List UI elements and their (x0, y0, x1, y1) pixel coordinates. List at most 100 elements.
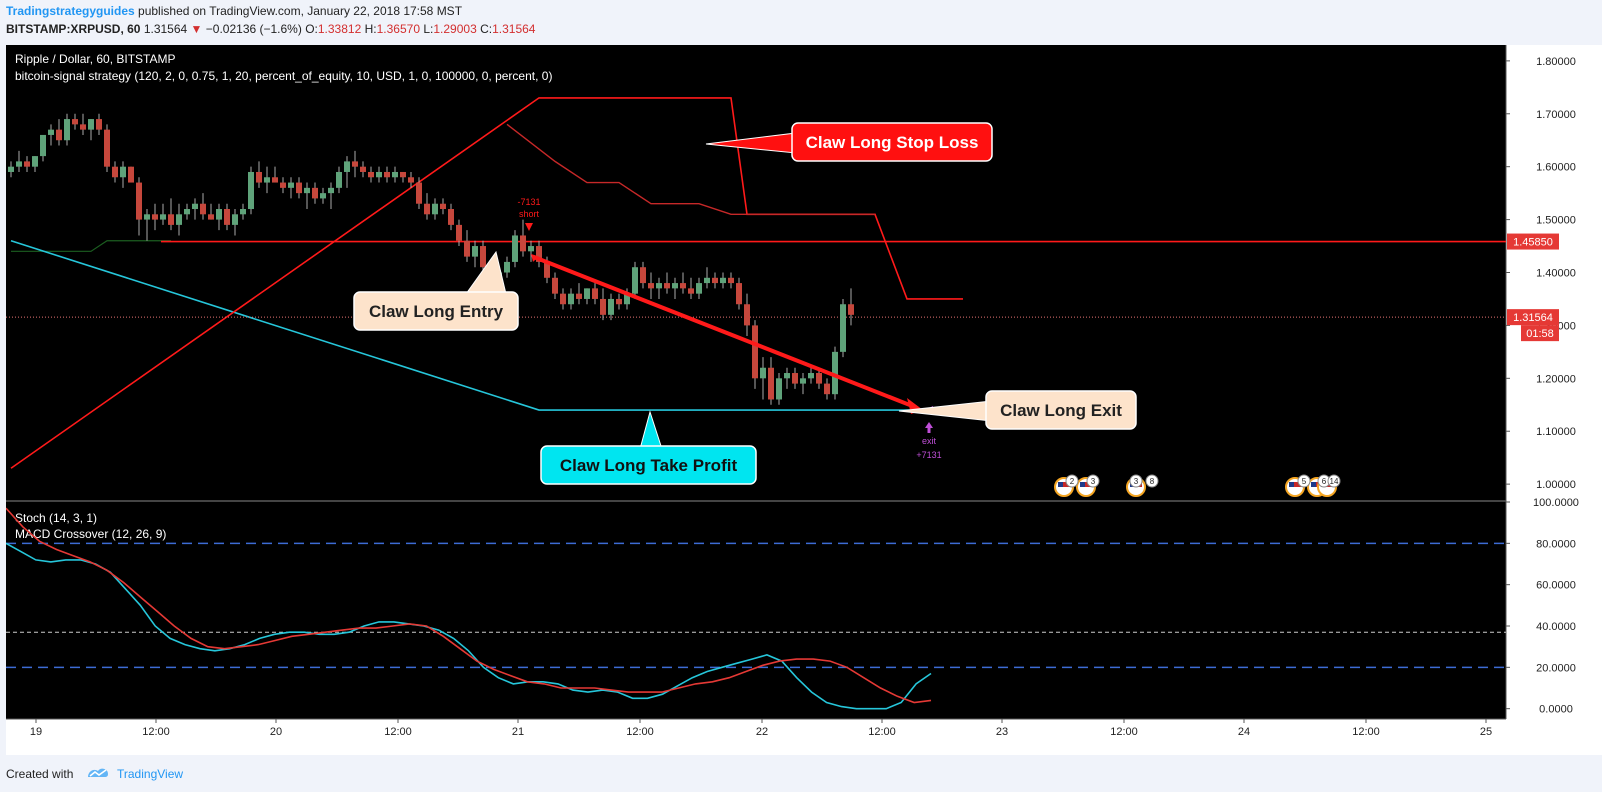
candle-body (448, 209, 454, 225)
candle-body (736, 283, 742, 305)
price-tick-label: 1.60000 (1536, 162, 1576, 174)
candle-body (512, 235, 518, 262)
candle-body (472, 246, 478, 257)
price-tick-label: 1.00000 (1536, 479, 1576, 491)
publish-line: Tradingstrategyguides published on Tradi… (6, 4, 462, 18)
author-link[interactable]: Tradingstrategyguides (6, 4, 135, 18)
candle-body (88, 119, 94, 130)
chart-subtitle: bitcoin-signal strategy (120, 2, 0, 0.75… (15, 69, 552, 83)
open-label: O: (305, 22, 318, 36)
candle-body (680, 283, 686, 289)
stop-loss-callout-box (791, 122, 993, 162)
chart-canvas[interactable]: 1.800001.700001.600001.500001.400001.300… (6, 45, 1602, 755)
candle-body (256, 171, 262, 183)
candle-body (216, 209, 222, 220)
candle-body (560, 293, 566, 305)
candle-body (656, 283, 662, 289)
chart-area[interactable]: 1.800001.700001.600001.500001.400001.300… (6, 45, 1602, 755)
candle-body (16, 161, 22, 167)
candle-body (608, 298, 614, 315)
close-value: 1.31564 (492, 22, 536, 36)
candle-body (816, 373, 822, 384)
candle-body (624, 293, 630, 305)
candle-body (600, 298, 606, 315)
time-tick-label: 23 (996, 726, 1008, 738)
candle-body (664, 283, 670, 289)
take-profit-line (10, 239, 931, 411)
candle-body (40, 134, 46, 157)
flag-stripe-icon (1058, 482, 1070, 487)
candle-body (136, 182, 142, 220)
flag-canton-icon (1289, 482, 1294, 487)
candle-body (592, 288, 598, 299)
candle-body (400, 171, 406, 178)
footer: Created with TradingView (0, 756, 1602, 792)
candle-body (848, 304, 854, 315)
price-tick-label: 1.40000 (1536, 268, 1576, 280)
candle-body (616, 298, 622, 305)
candle-body (672, 283, 678, 289)
flag-stripe-icon (1311, 482, 1323, 487)
price-tick-label: 1.50000 (1536, 215, 1576, 227)
event-count-badge (1145, 474, 1159, 488)
candle-body (72, 119, 78, 125)
candle-body (800, 378, 806, 384)
created-with-label: Created with (6, 767, 74, 781)
candle-body (200, 203, 206, 215)
entry-marker-qty: -7131 (517, 197, 540, 207)
osc-tick-label: 60.0000 (1536, 580, 1576, 592)
exit-marker-pnl: +7131 (916, 450, 941, 460)
candle-body (752, 325, 758, 379)
exit-callout-box (985, 390, 1137, 430)
candle-body (296, 182, 302, 194)
entry-callout-box (353, 291, 519, 331)
candle-body (392, 171, 398, 178)
chart-header: Tradingstrategyguides published on Tradi… (0, 0, 1602, 46)
candle-body (536, 246, 542, 262)
event-count-label: 3 (1134, 477, 1139, 486)
candle-body (336, 171, 342, 188)
event-count-badge (1297, 474, 1311, 488)
candle-body (328, 187, 334, 194)
time-tick-label: 20 (270, 726, 282, 738)
high-value: 1.36570 (376, 22, 420, 36)
candle-body (264, 177, 270, 183)
tradingview-link[interactable]: TradingView (117, 767, 184, 781)
osc-tick-label: 0.0000 (1539, 704, 1573, 716)
symbol-line: BITSTAMP:XRPUSD, 60 1.31564 ▼ −0.02136 (… (6, 22, 535, 36)
candle-body (632, 267, 638, 294)
candle-body (360, 166, 366, 172)
price-tick-label: 1.70000 (1536, 109, 1576, 121)
candle-body (712, 277, 718, 284)
green-indicator-line (11, 240, 171, 252)
candle-body (144, 214, 150, 220)
candle-body (32, 156, 38, 167)
trailing-stop-line (506, 123, 875, 216)
candle-body (704, 277, 710, 284)
candle-body (320, 193, 326, 199)
event-count-label: 14 (1330, 477, 1339, 486)
entry-marker-label: short (519, 209, 540, 219)
publish-info: published on TradingView.com, January 22… (134, 4, 463, 18)
candle-body (384, 171, 390, 178)
candle-body (96, 119, 102, 130)
time-tick-label: 12:00 (626, 726, 654, 738)
event-count-badge (1086, 474, 1100, 488)
candle-body (376, 171, 382, 178)
candle-body (520, 235, 526, 252)
candle-body (168, 214, 174, 225)
countdown-tag (1521, 325, 1559, 342)
candle-body (176, 214, 182, 225)
osc-tick-label: 100.0000 (1533, 497, 1579, 509)
candle-body (344, 161, 350, 172)
event-count-badge (1327, 474, 1341, 488)
candle-body (480, 246, 486, 268)
candle-body (192, 203, 198, 210)
macd-title: MACD Crossover (12, 26, 9) (15, 527, 166, 541)
flag-stripe-icon (1289, 482, 1301, 487)
time-tick-label: 19 (30, 726, 42, 738)
candle-body (568, 293, 574, 305)
candle-body (280, 182, 286, 188)
level-price-label: 1.45850 (1513, 237, 1553, 249)
candle-body (464, 240, 470, 257)
